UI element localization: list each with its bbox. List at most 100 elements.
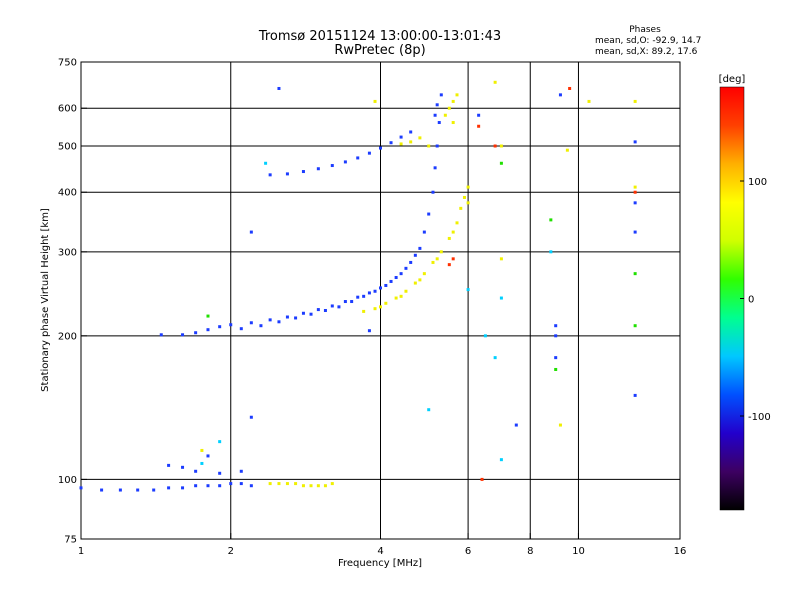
- data-point: [249, 415, 253, 419]
- data-point: [268, 482, 272, 486]
- data-point: [431, 190, 435, 194]
- data-point: [480, 477, 484, 481]
- data-point: [239, 482, 243, 486]
- data-point: [218, 484, 222, 488]
- data-point: [447, 263, 451, 267]
- data-point: [462, 195, 466, 199]
- y-axis-label: Stationary phase Virtual Height [km]: [40, 208, 51, 392]
- data-point: [330, 482, 334, 486]
- data-point: [239, 469, 243, 473]
- data-point: [399, 135, 403, 139]
- data-point: [447, 106, 451, 110]
- data-point: [404, 266, 408, 270]
- data-point: [373, 289, 377, 293]
- data-point: [337, 305, 341, 309]
- data-point: [499, 144, 503, 148]
- data-point: [554, 367, 558, 371]
- data-point: [79, 486, 83, 490]
- data-point: [466, 288, 470, 292]
- data-point: [316, 167, 320, 171]
- data-point: [316, 308, 320, 312]
- data-point: [493, 80, 497, 84]
- data-point: [443, 113, 447, 117]
- data-point: [389, 141, 393, 145]
- data-point: [466, 185, 470, 189]
- data-point: [277, 86, 281, 90]
- data-point: [451, 121, 455, 125]
- data-point: [294, 482, 298, 486]
- y-tick-label: 750: [58, 58, 77, 69]
- data-point: [455, 93, 459, 97]
- data-point: [409, 260, 413, 264]
- data-point: [367, 329, 371, 333]
- data-point: [451, 230, 455, 234]
- data-point: [499, 296, 503, 300]
- data-point: [379, 146, 382, 150]
- data-point: [206, 454, 210, 458]
- data-point: [549, 250, 553, 254]
- data-point: [356, 156, 360, 160]
- stats-heading: Phases: [629, 25, 661, 35]
- data-point: [206, 314, 210, 318]
- data-point: [499, 161, 503, 165]
- data-point: [264, 161, 268, 165]
- data-point: [493, 144, 497, 148]
- data-point: [554, 356, 558, 360]
- data-point: [431, 260, 435, 264]
- data-point: [514, 423, 518, 427]
- x-tick-label: 2: [228, 546, 234, 557]
- data-point: [399, 142, 403, 146]
- data-point: [477, 113, 481, 117]
- data-point: [194, 469, 198, 473]
- data-point: [413, 253, 417, 257]
- data-point: [459, 206, 463, 210]
- data-point: [367, 291, 371, 295]
- data-point: [194, 331, 198, 335]
- data-point: [301, 311, 305, 315]
- data-point: [218, 440, 222, 444]
- x-tick-label: 10: [572, 546, 585, 557]
- data-point: [379, 305, 382, 309]
- data-point: [493, 356, 497, 360]
- data-point: [451, 99, 455, 103]
- data-point: [309, 484, 313, 488]
- data-point: [568, 86, 572, 90]
- data-point: [229, 482, 233, 486]
- grid-lines: [81, 62, 680, 539]
- data-point: [218, 471, 222, 475]
- data-point: [350, 300, 354, 304]
- colorbar-tick-label: -100: [748, 412, 771, 423]
- data-point: [206, 328, 210, 332]
- y-tick-label: 500: [58, 141, 77, 152]
- colorbar-tick-label: 100: [748, 177, 767, 188]
- colorbar-tick-label: 0: [748, 295, 754, 306]
- data-point: [477, 124, 481, 128]
- data-point: [418, 246, 422, 250]
- data-point: [384, 301, 388, 305]
- stats-line-o: mean, sd,O: -92.9, 14.7: [595, 36, 701, 46]
- data-point: [394, 296, 398, 300]
- data-point: [181, 486, 185, 490]
- data-point: [159, 333, 163, 337]
- data-point: [399, 294, 403, 298]
- data-point: [633, 393, 637, 397]
- data-point: [439, 250, 443, 254]
- stats-line-x: mean, sd,X: 89.2, 17.6: [595, 47, 698, 57]
- data-point: [100, 488, 104, 492]
- data-point: [549, 218, 553, 222]
- data-point: [466, 201, 470, 205]
- data-point: [455, 221, 459, 225]
- data-point: [558, 93, 562, 97]
- x-tick-label: 4: [377, 546, 383, 557]
- data-point: [633, 201, 637, 205]
- data-point: [633, 140, 637, 144]
- data-point: [167, 463, 171, 467]
- data-point: [343, 300, 347, 304]
- chart-title: Tromsø 20151124 13:00:00-13:01:43: [258, 29, 501, 44]
- y-tick-label: 600: [58, 104, 77, 115]
- data-point: [633, 272, 637, 276]
- data-point: [118, 488, 122, 492]
- data-point: [249, 484, 253, 488]
- data-point: [136, 488, 140, 492]
- y-tick-label: 200: [58, 331, 77, 342]
